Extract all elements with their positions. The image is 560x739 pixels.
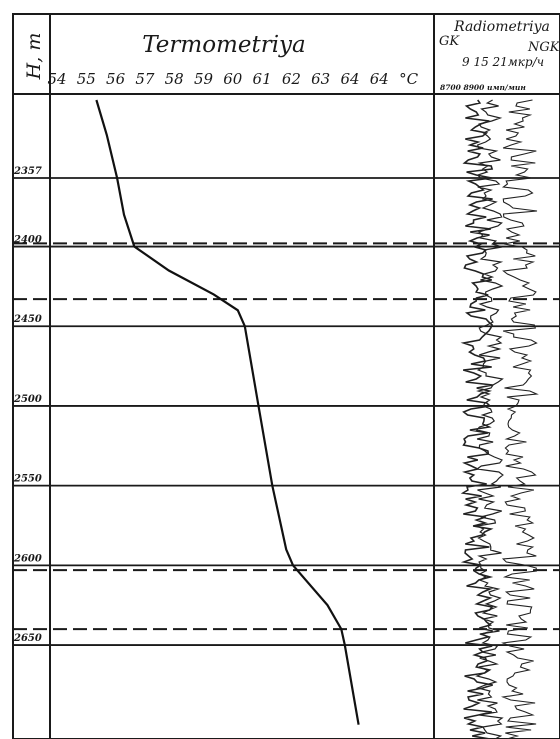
depth-tick-label: 2500 [13,394,42,405]
termometriya-title: Termometriya [142,32,306,58]
temp-tick-label: 55 [77,70,96,88]
temp-tick-label: 57 [135,70,155,88]
radiometriya-title: Radiometriya [453,19,550,35]
temperature-curve [95,99,360,725]
temp-tick-label: 64 [340,70,359,88]
depth-tick-label: 2550 [13,474,42,485]
radiometry-curves [460,99,539,739]
chart-frame [12,13,560,739]
temperature-tick-labels: 54 55 56 57 58 59 60 61 62 63 64 64 °C [47,70,418,88]
temp-tick-label: 54 [47,70,66,88]
dashed-markers [13,242,560,631]
depth-tick-label: 2400 [13,235,42,246]
grid-lines [13,177,560,646]
gk-curve-secondary [475,99,504,739]
gk-label: GK [439,34,460,49]
depth-tick-label: 2650 [13,633,42,644]
depth-tick-label: 2600 [13,553,42,564]
temp-tick-label: 60 [223,70,243,88]
temp-tick-label: 56 [106,70,126,88]
radiometry-scale: 9 15 21мкр/ч [462,55,544,69]
ngk-curve [500,99,539,739]
depth-tick-label: 2450 [13,314,42,325]
temp-tick-label: 62 [282,70,301,88]
temp-tick-label: 61 [253,70,272,88]
ngk-label: NGK [527,40,560,55]
temp-tick-label: 64 [370,70,389,88]
gk-curve [460,99,494,739]
depth-axis-label: H, m [23,33,45,81]
temp-tick-label: 58 [165,70,184,88]
temp-tick-label: °C [399,70,419,88]
temp-tick-label: 63 [311,70,330,88]
depth-tick-label: 2357 [13,166,42,177]
depth-tick-labels: 2357 2400 2450 2500 2550 2600 2650 [13,166,42,644]
temp-tick-label: 59 [194,70,214,88]
radiometry-units: 8700 8900 имп/мин [440,83,526,92]
temperature-curve-group [95,99,360,725]
